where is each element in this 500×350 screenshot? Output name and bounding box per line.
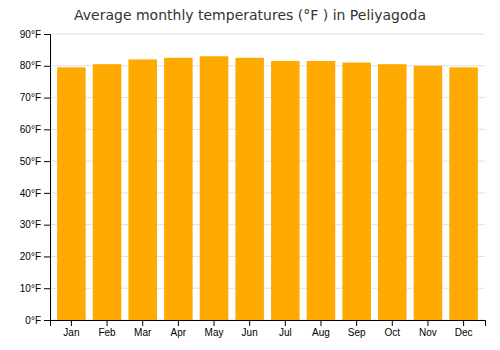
x-tick-mark — [142, 320, 143, 326]
y-tick-mark — [44, 320, 50, 321]
x-tick-label: Jun — [242, 327, 258, 338]
title: Average monthly temperatures (°F ) in Pe… — [74, 7, 426, 23]
bar — [449, 67, 478, 320]
y-tick: 0°F — [25, 315, 50, 326]
plot: 0°F 10°F 20°F 30°F 40°F 50°F 60°F 70°F 80°F 90°F J… — [20, 29, 486, 338]
x-tick: Oct — [385, 320, 401, 338]
y-tick-label: 80°F — [20, 60, 41, 71]
x-tick-label: Dec — [455, 327, 473, 338]
x-tick-mark — [392, 320, 393, 326]
x-tick-mark — [107, 320, 108, 326]
x-tick-label: Sep — [348, 327, 366, 338]
x-tick-mark — [427, 320, 428, 326]
bar — [200, 56, 229, 320]
y-tick-mark — [44, 225, 50, 226]
x-axis: Jan Feb Mar Apr May Jun Jul Aug Sep Oct Nov Dec — [51, 320, 486, 338]
y-tick-label: 50°F — [20, 156, 41, 167]
bar — [414, 66, 443, 320]
y-tick-mark — [44, 288, 50, 289]
x-tick-label: Apr — [171, 327, 187, 338]
x-tick-label: Aug — [312, 327, 330, 338]
x-tick: Jan — [63, 320, 79, 338]
bar — [342, 63, 371, 320]
y-tick-label: 0°F — [25, 315, 41, 326]
y-tick-label: 20°F — [20, 251, 41, 262]
y-tick-label: 30°F — [20, 219, 41, 230]
y-tick-label: 90°F — [20, 29, 41, 40]
grid — [50, 34, 485, 320]
bar — [57, 67, 86, 320]
y-axis: 0°F 10°F 20°F 30°F 40°F 50°F 60°F 70°F 80°F 90°F — [20, 29, 51, 326]
y-tick-label: 10°F — [20, 283, 41, 294]
bars — [57, 56, 478, 320]
bar — [307, 61, 336, 320]
y-tick: 40°F — [20, 188, 50, 199]
y-tick: 70°F — [20, 92, 50, 103]
y-tick: 20°F — [20, 251, 50, 262]
y-tick: 60°F — [20, 124, 50, 135]
x-tick: Jun — [242, 320, 258, 338]
x-tick-label: Mar — [134, 327, 152, 338]
bar — [93, 64, 122, 320]
x-tick-label: May — [205, 327, 224, 338]
y-tick: 80°F — [20, 60, 50, 71]
y-tick-label: 70°F — [20, 92, 41, 103]
x-tick: Nov — [419, 320, 437, 338]
y-tick-mark — [44, 193, 50, 194]
x-tick-label: Oct — [385, 327, 401, 338]
x-tick-label: Nov — [419, 327, 437, 338]
x-tick: Jul — [279, 320, 292, 338]
y-tick-label: 60°F — [20, 124, 41, 135]
x-tick-mark — [320, 320, 321, 326]
y-tick: 30°F — [20, 219, 50, 230]
x-tick: Dec — [455, 320, 473, 338]
y-tick-mark — [44, 34, 50, 35]
x-tick-mark — [463, 320, 464, 326]
x-tick-mark — [178, 320, 179, 326]
x-tick: Mar — [134, 320, 152, 338]
x-tick-label: Jan — [63, 327, 79, 338]
x-tick-mark — [214, 320, 215, 326]
y-axis-line — [44, 35, 51, 321]
x-tick: May — [205, 320, 224, 338]
y-tick-mark — [44, 129, 50, 130]
y-tick-mark — [44, 98, 50, 99]
bar — [378, 64, 407, 320]
x-tick-mark — [285, 320, 286, 326]
bar — [128, 59, 157, 320]
y-tick: 10°F — [20, 283, 50, 294]
bar — [164, 58, 193, 320]
bar — [271, 61, 300, 320]
x-tick: Aug — [312, 320, 330, 338]
y-tick-label: 40°F — [20, 188, 41, 199]
x-tick: Apr — [171, 320, 187, 338]
x-tick: Sep — [348, 320, 366, 338]
x-tick-label: Jul — [279, 327, 292, 338]
y-tick: 50°F — [20, 156, 50, 167]
y-tick: 90°F — [20, 29, 50, 40]
y-tick-mark — [44, 66, 50, 67]
x-tick-mark — [356, 320, 357, 326]
x-tick: Feb — [98, 320, 116, 338]
x-tick-mark — [71, 320, 72, 326]
chart: 0°F 10°F 20°F 30°F 40°F 50°F 60°F 70°F 80°F 90°F J… — [0, 0, 500, 350]
x-axis-line — [51, 321, 486, 327]
x-tick-mark — [249, 320, 250, 326]
bar — [235, 58, 264, 320]
x-tick-label: Feb — [98, 327, 116, 338]
y-tick-mark — [44, 161, 50, 162]
grid-line — [50, 34, 485, 35]
y-tick-mark — [44, 256, 50, 257]
